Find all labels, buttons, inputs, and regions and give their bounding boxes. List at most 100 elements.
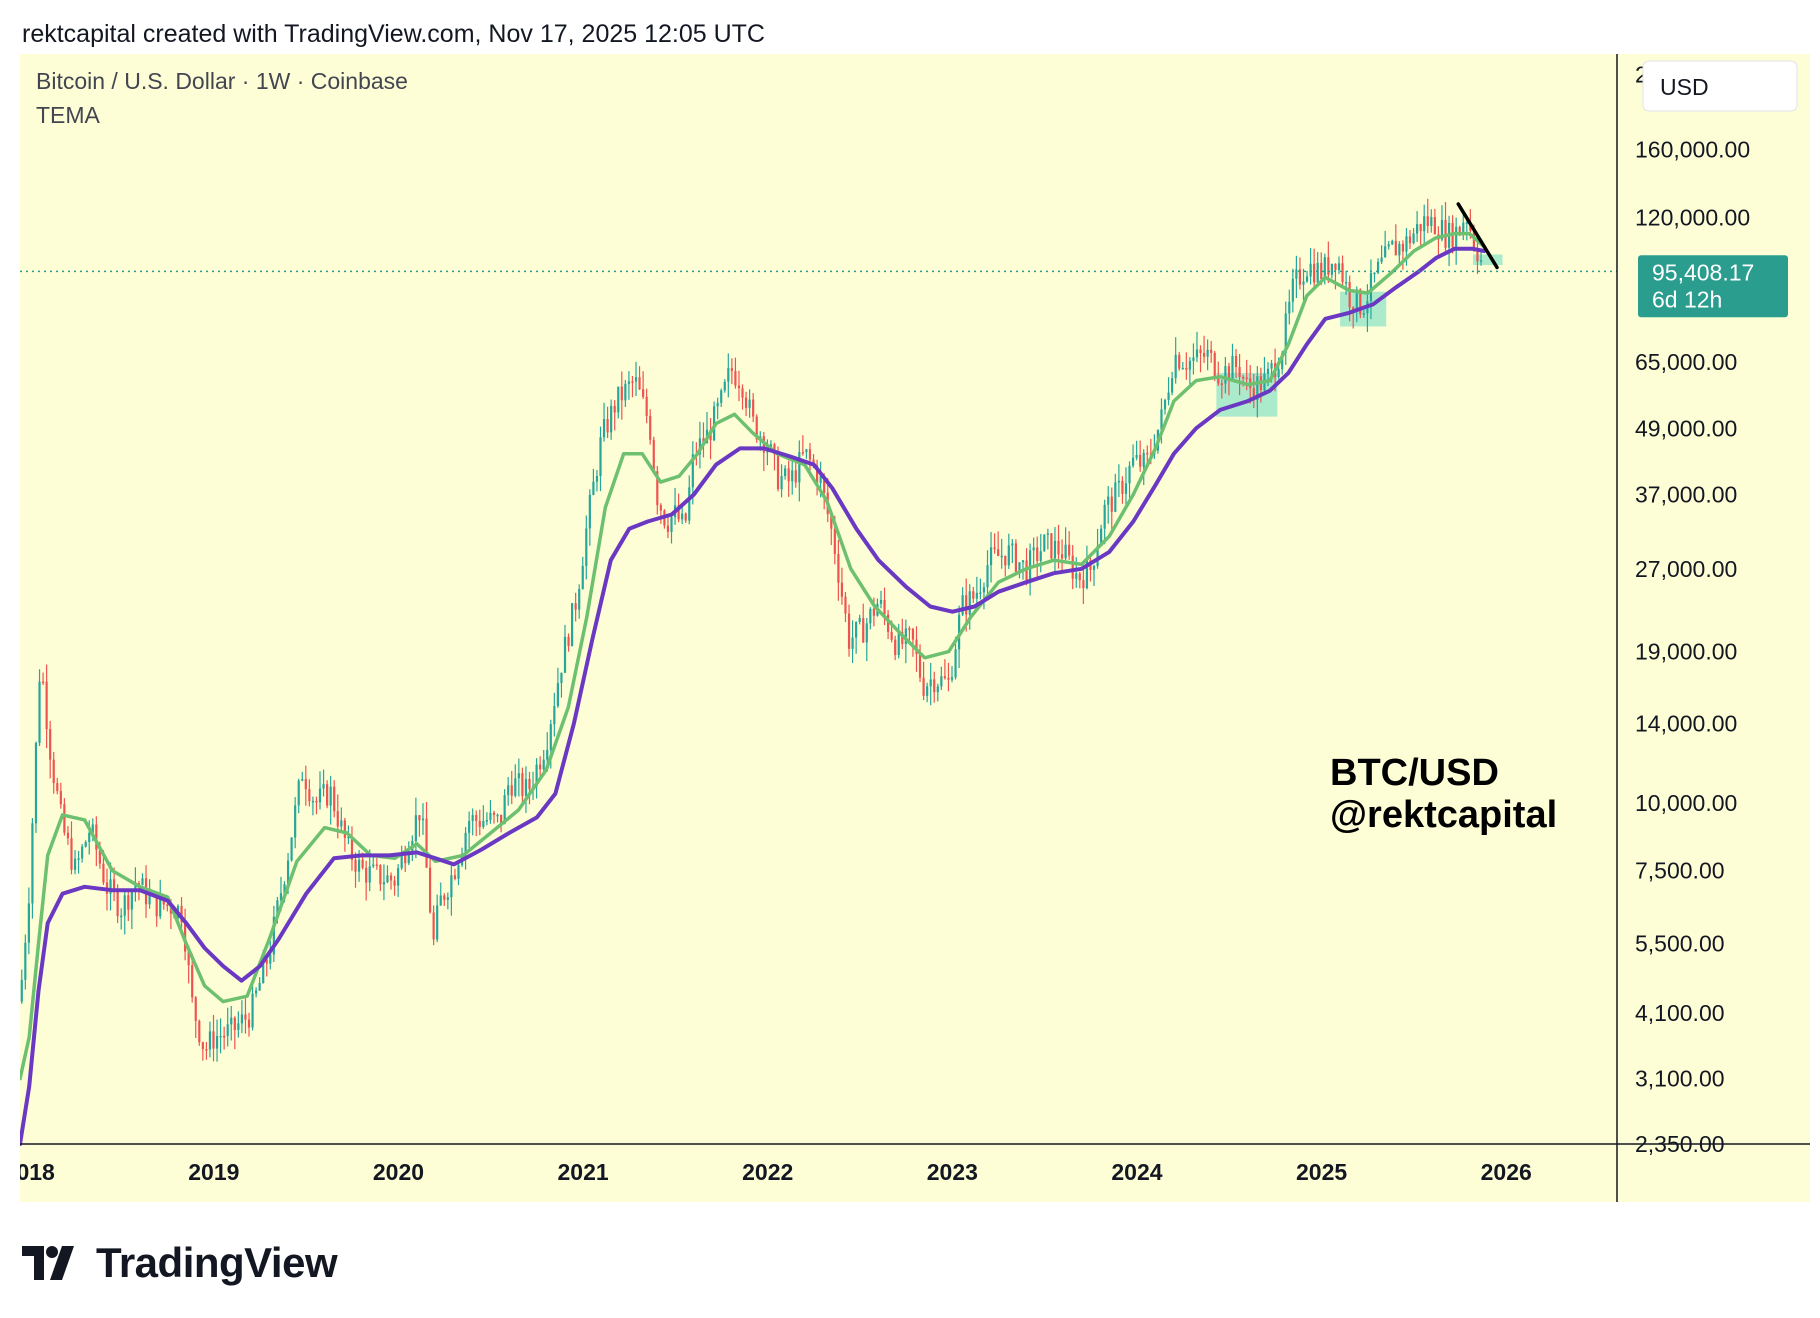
candle-body (574, 603, 577, 610)
candle-down (521, 767, 524, 804)
candle-up (624, 379, 627, 407)
candle-body (66, 832, 70, 839)
tema-lines (20, 231, 1487, 1146)
candle-up (1192, 343, 1195, 375)
candle-body (1323, 257, 1326, 280)
candle-down (41, 672, 45, 685)
candle-up (784, 465, 787, 480)
candle-body (1227, 366, 1231, 380)
tradingview-logo[interactable]: TradingView (22, 1238, 338, 1288)
y-tick-label: 7,500.00 (1635, 858, 1725, 884)
candle-down (198, 1019, 201, 1046)
candle-body (1284, 313, 1287, 354)
candle-up (1391, 239, 1394, 245)
candle-body (904, 628, 907, 644)
candle-body (492, 812, 496, 815)
candle-body (297, 780, 300, 806)
candle-body (191, 965, 194, 998)
candle-up (698, 421, 702, 469)
candle-up (1124, 467, 1128, 508)
candle-up (1398, 241, 1401, 265)
candle-body (251, 993, 254, 1028)
candle-body (553, 706, 556, 725)
tema-line-green (20, 231, 1486, 1081)
candle-up (269, 940, 272, 970)
candle-down (333, 780, 336, 818)
currency-button[interactable]: USD (1642, 60, 1798, 112)
candle-body (1337, 263, 1341, 271)
candle-body (972, 591, 975, 599)
x-tick-label: 2023 (927, 1159, 978, 1185)
chart-container[interactable]: 220,000.00160,000.00120,000.0065,000.004… (20, 54, 1810, 1202)
candle-body (485, 819, 488, 822)
candle-down (510, 770, 513, 805)
candle-body (1344, 281, 1348, 284)
currency-label: USD (1660, 74, 1709, 100)
candle-body (620, 386, 623, 401)
candle-body (262, 959, 265, 984)
candle-up (1224, 356, 1227, 394)
candle-up (386, 865, 389, 884)
candle-up (517, 758, 520, 797)
candle-up (617, 386, 620, 419)
candle-down (1298, 257, 1302, 290)
candle-up (979, 578, 982, 600)
candle-body (933, 679, 936, 693)
candle-body (1291, 278, 1294, 302)
candle-body (510, 785, 513, 796)
candle-body (215, 1035, 219, 1049)
candle-down (997, 531, 1000, 557)
candle-body (567, 636, 570, 647)
candle-down (649, 409, 652, 445)
candle-up (727, 353, 730, 398)
candle-up (240, 1000, 244, 1034)
candle-body (1348, 281, 1351, 308)
candle-down (127, 888, 130, 921)
btc-usd-chart[interactable]: 220,000.00160,000.00120,000.0065,000.004… (20, 54, 1810, 1202)
candle-body (1011, 543, 1014, 546)
candle-up (1423, 204, 1426, 245)
candle-body (134, 883, 137, 891)
candle-down (1334, 263, 1337, 290)
candle-up (535, 758, 538, 799)
candle-body (780, 476, 783, 490)
candle-body (52, 759, 55, 784)
candle-down (1004, 555, 1007, 577)
candle-body (1210, 349, 1213, 353)
candle-body (439, 895, 442, 906)
candle-body (823, 475, 826, 493)
candle-up (464, 827, 467, 870)
candle-down (443, 893, 446, 906)
candle-body (45, 681, 48, 730)
candle-body (294, 805, 297, 838)
candle-down (1036, 536, 1039, 581)
candle-down (201, 1041, 204, 1061)
candle-down (1121, 476, 1124, 504)
candle-down (1071, 544, 1074, 590)
candle-down (1178, 351, 1181, 371)
candle-body (1100, 528, 1103, 546)
candle-body (865, 623, 868, 643)
candle-down (70, 821, 73, 875)
candle-body (666, 525, 670, 532)
candle-body (269, 954, 272, 964)
candle-up (446, 892, 449, 910)
watermark-line-2: @rektcapital (1330, 794, 1557, 836)
candle-body (610, 405, 613, 433)
candle-body (833, 528, 836, 555)
candle-down (244, 998, 247, 1034)
candle-body (979, 592, 982, 594)
candle-body (407, 852, 410, 864)
candle-down (894, 635, 897, 661)
candle-down (638, 366, 641, 391)
candle-body (634, 377, 638, 382)
y-tick-label: 65,000.00 (1635, 349, 1737, 375)
candle-body (240, 1014, 244, 1024)
candle-down (52, 751, 55, 794)
candle-body (368, 866, 371, 883)
candle-body (1057, 540, 1060, 555)
candle-up (1376, 258, 1380, 275)
candle-body (588, 494, 591, 529)
candle-body (840, 582, 844, 597)
candle-body (404, 854, 407, 864)
